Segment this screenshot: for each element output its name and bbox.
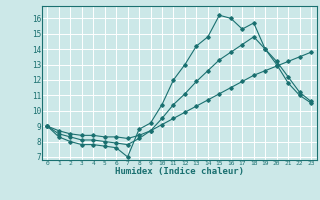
X-axis label: Humidex (Indice chaleur): Humidex (Indice chaleur) xyxy=(115,167,244,176)
